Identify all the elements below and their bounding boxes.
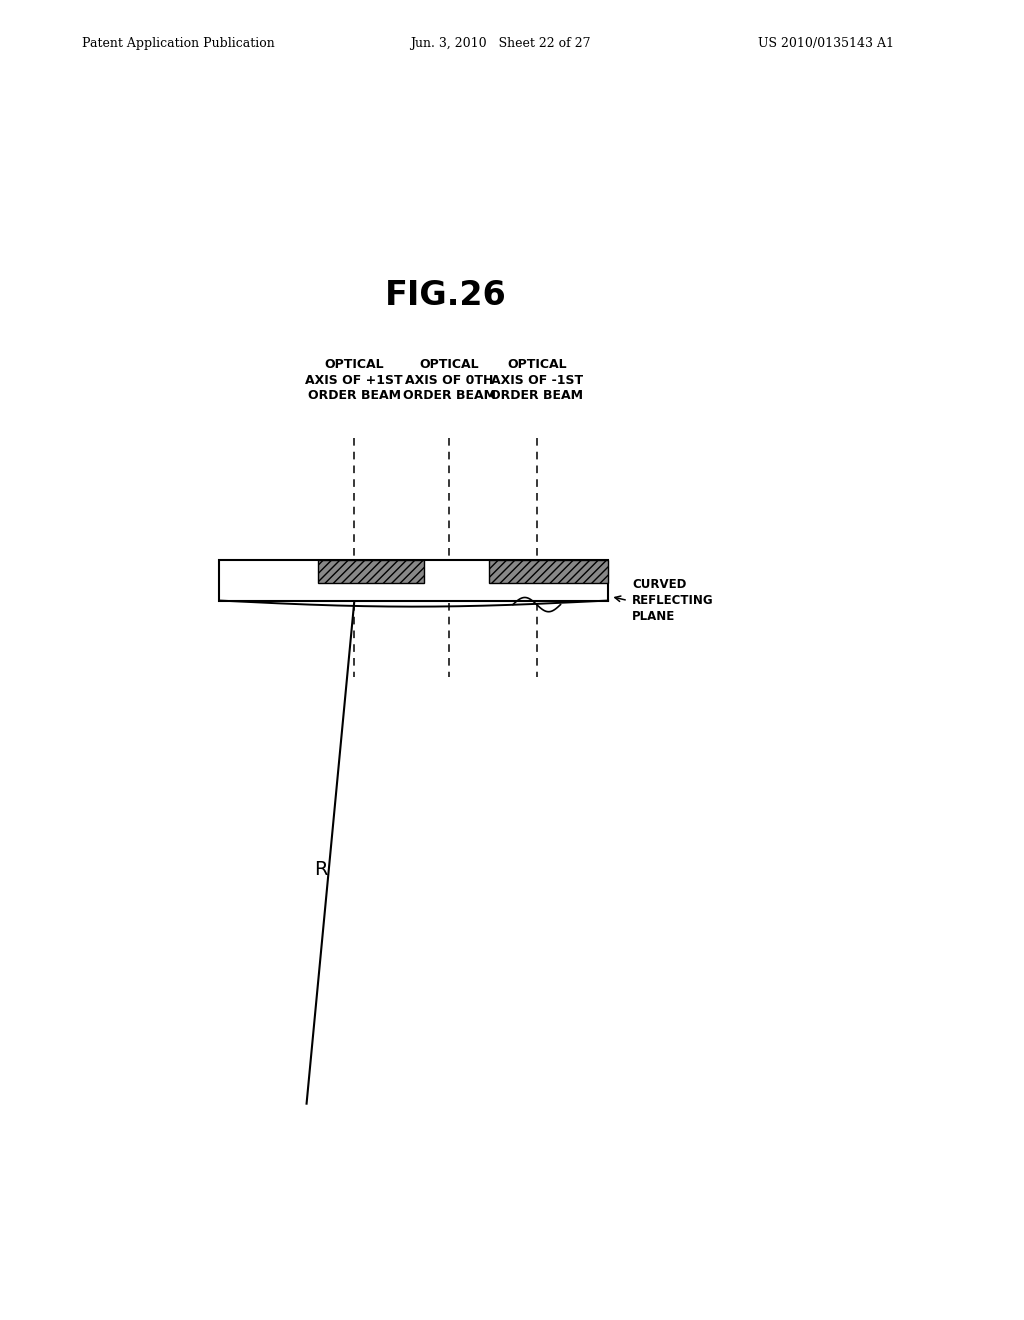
Bar [318, 560, 424, 583]
Text: CURVED
REFLECTING
PLANE: CURVED REFLECTING PLANE [632, 578, 714, 623]
Text: R: R [314, 861, 328, 879]
Text: Patent Application Publication: Patent Application Publication [82, 37, 274, 50]
Text: FIG.26: FIG.26 [385, 279, 506, 312]
Bar [489, 560, 608, 583]
Bar [219, 560, 608, 601]
Text: US 2010/0135143 A1: US 2010/0135143 A1 [758, 37, 894, 50]
Text: OPTICAL
AXIS OF 0TH
ORDER BEAM: OPTICAL AXIS OF 0TH ORDER BEAM [402, 358, 496, 403]
Text: OPTICAL
AXIS OF -1ST
ORDER BEAM: OPTICAL AXIS OF -1ST ORDER BEAM [490, 358, 584, 403]
Text: Jun. 3, 2010   Sheet 22 of 27: Jun. 3, 2010 Sheet 22 of 27 [410, 37, 590, 50]
Text: OPTICAL
AXIS OF +1ST
ORDER BEAM: OPTICAL AXIS OF +1ST ORDER BEAM [305, 358, 403, 403]
